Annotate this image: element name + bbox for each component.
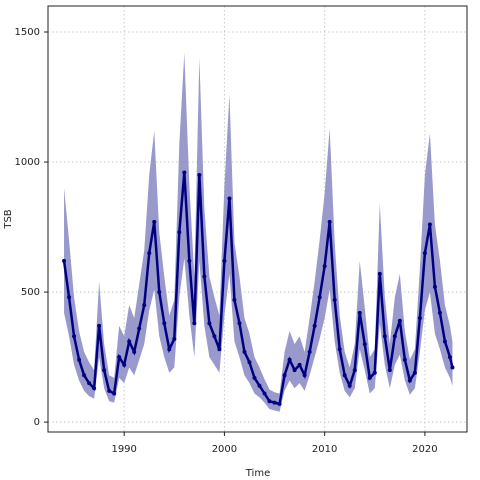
tsb-point bbox=[182, 170, 187, 175]
tsb-point bbox=[147, 251, 152, 256]
tsb-point bbox=[362, 342, 367, 347]
y-tick-label: 1500 bbox=[15, 27, 40, 38]
tsb-point bbox=[322, 264, 327, 269]
tsb-point bbox=[132, 349, 137, 354]
tsb-point bbox=[167, 347, 172, 352]
tsb-point bbox=[107, 388, 112, 393]
y-axis-label: TSB bbox=[3, 209, 14, 229]
tsb-point bbox=[82, 373, 87, 378]
tsb-point bbox=[92, 386, 97, 391]
tsb-point bbox=[177, 230, 182, 235]
tsb-point bbox=[97, 323, 102, 328]
tsb-point bbox=[72, 334, 77, 339]
tsb-point bbox=[377, 271, 382, 276]
tsb-point bbox=[172, 336, 177, 341]
tsb-point bbox=[252, 375, 257, 380]
tsb-point bbox=[437, 310, 442, 315]
tsb-point bbox=[427, 222, 432, 227]
x-tick-label: 2010 bbox=[312, 444, 337, 455]
tsb-point bbox=[122, 362, 127, 367]
y-tick-label: 1000 bbox=[15, 157, 40, 168]
tsb-point bbox=[157, 290, 162, 295]
tsb-point bbox=[62, 258, 67, 263]
tsb-point bbox=[432, 284, 437, 289]
tsb-point bbox=[397, 318, 402, 323]
tsb-point bbox=[422, 251, 427, 256]
tsb-point bbox=[247, 360, 252, 365]
tsb-point bbox=[277, 401, 282, 406]
tsb-point bbox=[382, 334, 387, 339]
tsb-point bbox=[272, 400, 277, 405]
x-tick-label: 2000 bbox=[212, 444, 237, 455]
tsb-point bbox=[237, 321, 242, 326]
tsb-point bbox=[207, 321, 212, 326]
tsb-point bbox=[392, 334, 397, 339]
tsb-point bbox=[127, 339, 132, 344]
tsb-point bbox=[372, 370, 377, 375]
tsb-point bbox=[102, 368, 107, 373]
tsb-point bbox=[347, 383, 352, 388]
tsb-point bbox=[227, 196, 232, 201]
tsb-point bbox=[257, 383, 262, 388]
tsb-point bbox=[217, 347, 222, 352]
tsb-point bbox=[222, 258, 227, 263]
tsb-point bbox=[117, 355, 122, 360]
tsb-point bbox=[312, 323, 317, 328]
x-tick-label: 2020 bbox=[412, 444, 437, 455]
tsb-point bbox=[417, 316, 422, 321]
tsb-point bbox=[387, 368, 392, 373]
tsb-point bbox=[77, 357, 82, 362]
tsb-point bbox=[112, 391, 117, 396]
tsb-point bbox=[202, 274, 207, 279]
tsb-point bbox=[232, 297, 237, 302]
confidence-band bbox=[64, 52, 453, 412]
tsb-point bbox=[337, 347, 342, 352]
tsb-point bbox=[447, 355, 452, 360]
tsb-point bbox=[87, 381, 92, 386]
tsb-point bbox=[142, 303, 147, 308]
tsb-point bbox=[197, 173, 202, 178]
x-axis-label: Time bbox=[245, 468, 270, 479]
y-tick-label: 0 bbox=[34, 417, 40, 428]
tsb-point bbox=[327, 219, 332, 224]
tsb-point bbox=[302, 373, 307, 378]
tsb-point bbox=[162, 321, 167, 326]
tsb-point bbox=[412, 370, 417, 375]
tsb-point bbox=[352, 368, 357, 373]
tsb-point bbox=[137, 326, 142, 331]
tsb-point bbox=[287, 357, 292, 362]
tsb-point bbox=[242, 349, 247, 354]
tsb-point bbox=[442, 339, 447, 344]
tsb-point bbox=[292, 368, 297, 373]
tsb-point bbox=[317, 295, 322, 300]
tsb-point bbox=[307, 349, 312, 354]
tsb-point bbox=[67, 295, 72, 300]
tsb-point bbox=[267, 399, 272, 404]
tsb-point bbox=[357, 310, 362, 315]
tsb-point bbox=[212, 334, 217, 339]
x-tick-label: 1990 bbox=[111, 444, 136, 455]
tsb-point bbox=[262, 391, 267, 396]
tsb-point bbox=[152, 219, 157, 224]
plot-frame bbox=[47, 5, 468, 433]
tsb-point bbox=[367, 375, 372, 380]
tsb-point bbox=[450, 365, 455, 370]
tsb-point bbox=[192, 321, 197, 326]
tsb-point bbox=[297, 362, 302, 367]
tsb-point bbox=[342, 373, 347, 378]
tsb-point bbox=[407, 378, 412, 383]
tsb-point bbox=[282, 373, 287, 378]
y-tick-label: 500 bbox=[21, 287, 40, 298]
tsb-point bbox=[402, 357, 407, 362]
tsb-point bbox=[187, 258, 192, 263]
tsb-point bbox=[332, 297, 337, 302]
